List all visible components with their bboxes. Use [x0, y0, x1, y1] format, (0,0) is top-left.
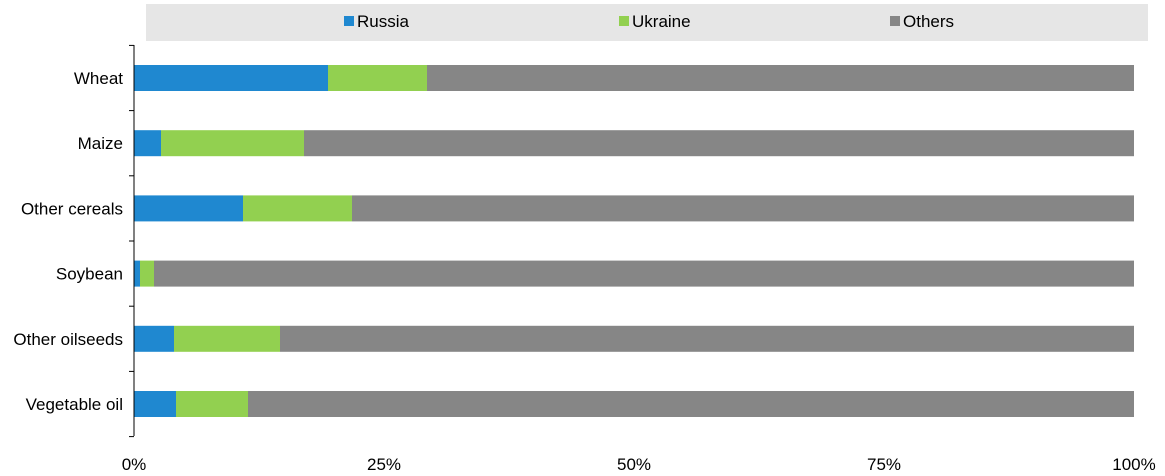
bar-russia-wheat	[134, 65, 328, 91]
legend-label-ukraine: Ukraine	[632, 12, 691, 31]
category-label: Other oilseeds	[13, 330, 123, 349]
bar-ukraine-other-oilseeds	[174, 325, 280, 352]
bar-ukraine-wheat	[328, 65, 427, 91]
category-label: Maize	[78, 134, 123, 153]
legend-swatch-ukraine	[619, 16, 629, 26]
bar-ukraine-vegetable-oil	[176, 391, 248, 417]
x-tick-label: 75%	[867, 455, 901, 474]
bar-ukraine-maize	[161, 130, 304, 157]
bar-others-other-cereals	[352, 195, 1134, 222]
bar-russia-other-oilseeds	[134, 325, 174, 352]
bar-russia-soybean	[134, 260, 140, 287]
legend: Russia Ukraine Others	[146, 4, 1148, 41]
bar-russia-other-cereals	[134, 195, 243, 222]
category-label: Vegetable oil	[26, 395, 123, 414]
bar-others-maize	[304, 130, 1134, 157]
legend-swatch-russia	[344, 16, 354, 26]
x-tick-label: 0%	[122, 455, 147, 474]
legend-background	[146, 4, 1148, 41]
bar-russia-vegetable-oil	[134, 391, 176, 417]
labels: 0% 25% 50% 75% 100% Wheat Maize Other cereals So…	[13, 69, 1155, 474]
gridlines	[383, 45, 1135, 436]
bar-ukraine-other-cereals	[243, 195, 352, 222]
bar-others-other-oilseeds	[280, 325, 1134, 352]
bar-others-vegetable-oil	[248, 391, 1134, 417]
bar-others-soybean	[154, 260, 1134, 287]
x-tick-label: 50%	[617, 455, 651, 474]
category-label: Soybean	[56, 265, 123, 284]
legend-label-russia: Russia	[357, 12, 410, 31]
legend-swatch-others	[890, 16, 900, 26]
bar-russia-maize	[134, 130, 161, 157]
x-tick-label: 25%	[367, 455, 401, 474]
bar-ukraine-soybean	[140, 260, 154, 287]
axes	[129, 44, 135, 438]
category-label: Wheat	[74, 69, 123, 88]
legend-label-others: Others	[903, 12, 954, 31]
bars	[134, 65, 1134, 417]
x-tick-label: 100%	[1112, 455, 1155, 474]
bar-others-wheat	[427, 65, 1134, 91]
category-label: Other cereals	[21, 199, 123, 218]
